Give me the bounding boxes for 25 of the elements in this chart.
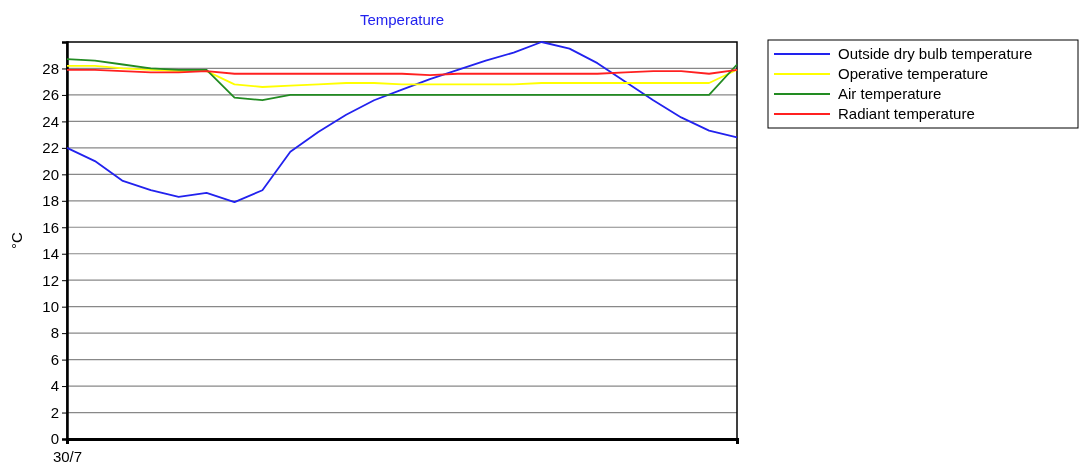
y-tick-label: 18 — [42, 192, 59, 210]
y-tick-label: 4 — [50, 377, 59, 395]
line-series — [66, 58, 738, 102]
line-series — [66, 64, 738, 88]
y-tick-label: 26 — [42, 86, 59, 104]
line-series — [66, 41, 738, 204]
legend-label: Air temperature — [838, 85, 942, 102]
legend-label: Outside dry bulb temperature — [838, 45, 1033, 62]
y-tick-label: 20 — [42, 165, 59, 183]
y-axis-title: °C — [8, 231, 25, 249]
y-tick-label: 22 — [42, 139, 59, 157]
y-tick-label: 24 — [42, 112, 59, 130]
y-tick-label: 0 — [50, 430, 59, 448]
y-tick-label: 14 — [42, 245, 59, 263]
y-tick-label: 12 — [42, 271, 59, 289]
y-tick-label: 16 — [42, 218, 59, 236]
y-tick-label: 8 — [50, 324, 59, 342]
legend-label: Radiant temperature — [838, 105, 975, 122]
chart-title: Temperature — [359, 11, 445, 28]
y-tick-label: 28 — [42, 59, 59, 77]
y-tick-label: 10 — [42, 297, 59, 315]
y-tick-label: 6 — [50, 350, 59, 368]
x-tick-label: 30/7 — [52, 448, 83, 465]
y-tick-label: 2 — [50, 403, 59, 421]
legend-label: Operative temperature — [838, 65, 989, 82]
